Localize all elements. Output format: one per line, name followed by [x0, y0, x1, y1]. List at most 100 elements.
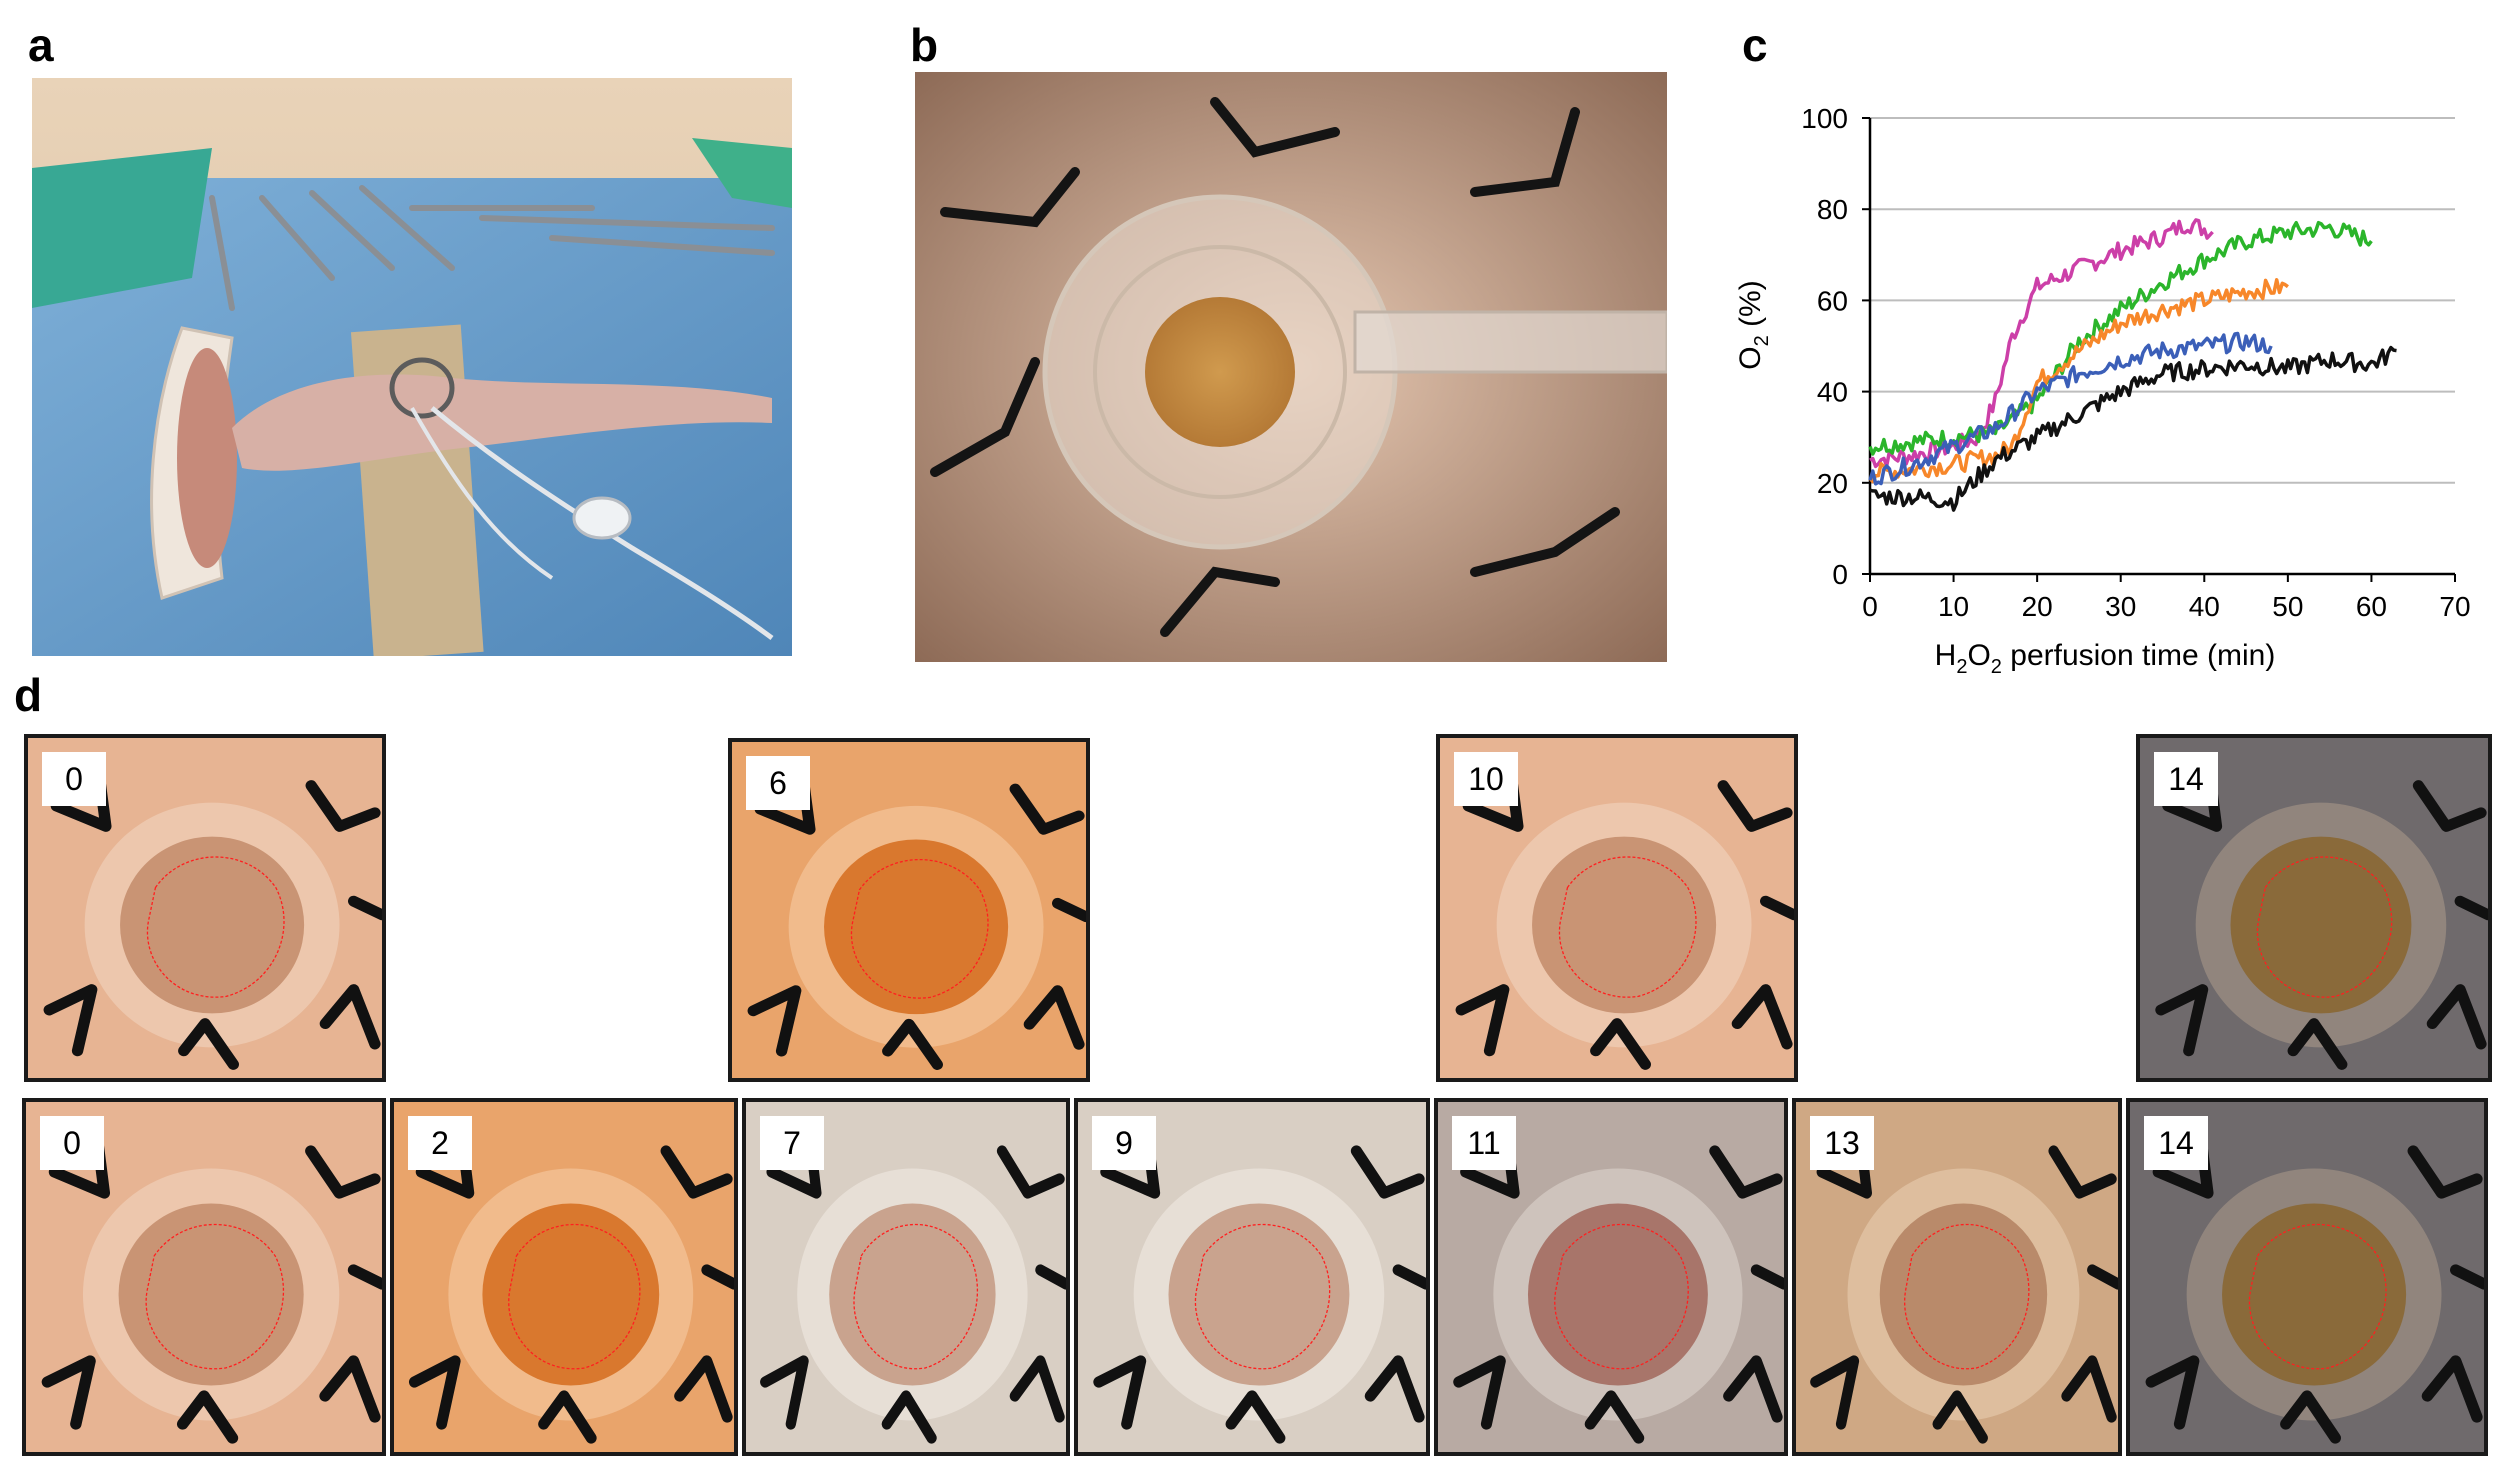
y-tick-label: 20 — [1817, 468, 1848, 499]
wound-photo — [2145, 1131, 2484, 1444]
wound-outline — [1559, 857, 1696, 997]
suture — [319, 1355, 381, 1423]
suture — [178, 1018, 239, 1070]
y-axis-label: O2 (%) — [1734, 280, 1773, 369]
suture — [1023, 985, 1085, 1050]
day-label: 11 — [1452, 1116, 1516, 1170]
day-label: 0 — [40, 1116, 104, 1170]
suture — [2087, 1264, 2118, 1290]
suture — [176, 1390, 239, 1444]
wound-outline — [1195, 1225, 1329, 1369]
bottom-row-tile-1: 0 — [22, 1098, 386, 1456]
suture — [1760, 895, 1794, 921]
mouse-surgery-photo — [32, 78, 792, 656]
suture — [1035, 1264, 1066, 1290]
suture — [2454, 895, 2488, 921]
suture — [1392, 1264, 1426, 1290]
day-label: 7 — [760, 1116, 824, 1170]
top-row-tile-2: 6 — [728, 738, 1090, 1082]
x-tick-label: 50 — [2272, 591, 2303, 622]
suture — [43, 984, 98, 1057]
x-tick-label: 60 — [2356, 591, 2387, 622]
suture — [347, 1264, 382, 1290]
suture — [1453, 1355, 1506, 1430]
y-tick-label: 60 — [1817, 285, 1848, 316]
wound-outline — [1555, 1225, 1688, 1369]
wound-pad — [482, 1203, 660, 1386]
day-label: 0 — [42, 752, 106, 806]
wound-outline — [1905, 1225, 2029, 1369]
suture — [881, 1390, 937, 1444]
suture — [996, 1145, 1065, 1199]
suture — [701, 1264, 734, 1290]
series-line-5 — [1869, 345, 2397, 512]
wound-photo — [1453, 1131, 1784, 1444]
bottom-row-tile-6: 13 — [1792, 1098, 2122, 1456]
top-row-tile-3: 10 — [1436, 734, 1798, 1082]
suture — [674, 1355, 733, 1423]
suture — [2145, 1355, 2200, 1430]
suture — [319, 984, 381, 1050]
suture — [1093, 1355, 1147, 1430]
day-label: 9 — [1092, 1116, 1156, 1170]
wound-photo — [408, 1131, 734, 1444]
series-line-2 — [1868, 220, 2373, 456]
x-axis-label: H2O2 perfusion time (min) — [1935, 639, 2276, 678]
wound-pad — [120, 836, 305, 1014]
bottom-row-tile-3: 7 — [742, 1098, 1070, 1456]
y-tick-label: 100 — [1801, 103, 1848, 134]
bottom-row-tile-7: 14 — [2126, 1098, 2488, 1456]
panel-label-c: c — [1742, 19, 1768, 71]
suture — [2048, 1145, 2117, 1199]
panel-label-a: a — [28, 19, 54, 71]
chart-gridlines — [1870, 117, 2455, 484]
wound-photo — [760, 1131, 1066, 1444]
day-label: 14 — [2144, 1116, 2208, 1170]
suture — [1810, 1355, 1860, 1430]
suture — [41, 1355, 96, 1430]
suture — [1350, 1145, 1425, 1199]
day-label: 10 — [1454, 752, 1518, 806]
x-tick-labels: 0 10 20 30 40 50 60 70 — [1862, 591, 2470, 622]
suture — [305, 1145, 381, 1199]
day-label: 13 — [1810, 1116, 1874, 1170]
x-tick-label: 40 — [2189, 591, 2220, 622]
top-row-tile-4: 14 — [2136, 734, 2492, 1082]
bottom-row-tile-2: 2 — [390, 1098, 738, 1456]
wound-pad — [829, 1203, 996, 1386]
suture — [1932, 1390, 1988, 1444]
panel-b-photo — [915, 72, 1667, 662]
panel-label-d: d — [14, 669, 43, 721]
wound-pad — [118, 1203, 304, 1386]
wound-photo — [43, 766, 382, 1070]
y-tick-label: 40 — [1817, 377, 1848, 408]
x-tick-label: 20 — [2022, 591, 2053, 622]
y-tick-label: 80 — [1817, 194, 1848, 225]
wound-outline — [2257, 857, 2391, 997]
suture — [660, 1145, 733, 1199]
series-line-3 — [1868, 278, 2289, 484]
wound-outline — [147, 857, 284, 997]
suture — [2155, 984, 2209, 1057]
day-label: 2 — [408, 1116, 472, 1170]
suture — [2061, 1355, 2117, 1423]
suture — [1009, 783, 1085, 835]
suture — [1052, 897, 1086, 923]
suture — [760, 1355, 809, 1430]
wound-outline — [851, 860, 988, 998]
wound-pad — [1532, 836, 1717, 1014]
suture — [2287, 1018, 2348, 1070]
day-label: 6 — [746, 756, 810, 810]
y-tick-label: 0 — [1832, 559, 1848, 590]
x-tick-label: 30 — [2105, 591, 2136, 622]
bottom-row-tile-5: 11 — [1434, 1098, 1788, 1456]
suture — [1364, 1355, 1425, 1423]
suture — [1590, 1018, 1651, 1070]
suture — [1584, 1390, 1645, 1444]
wound-pad — [1168, 1203, 1350, 1386]
panel-label-b: b — [910, 19, 939, 71]
suture — [2407, 1145, 2483, 1199]
series-line-4 — [1868, 331, 2273, 486]
wound-outline — [854, 1225, 977, 1369]
suture — [2421, 1355, 2483, 1423]
